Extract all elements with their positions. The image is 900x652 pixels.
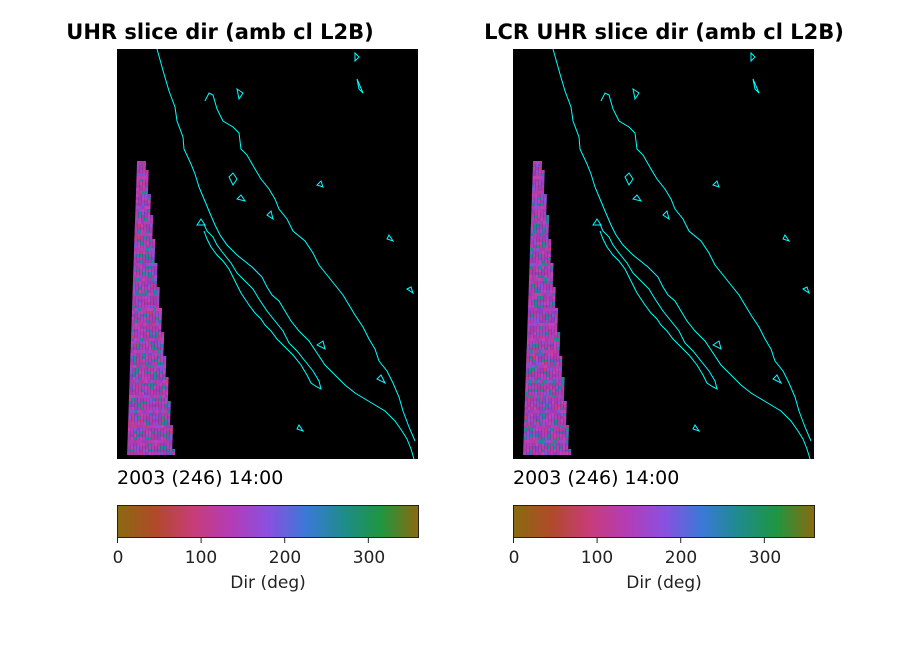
- chart-title: LCR UHR slice dir (amb cl L2B): [484, 20, 844, 44]
- coastline-island: [316, 180, 324, 188]
- coastline-island: [772, 374, 783, 385]
- colorbar-tick-label: 300: [748, 548, 782, 568]
- map-svg: [127, 49, 416, 459]
- coastline-island: [712, 180, 720, 188]
- coastline-mainland: [156, 49, 415, 459]
- colorbar-tick-label: 200: [268, 548, 302, 568]
- map-plot: [117, 49, 418, 459]
- map-svg: [523, 49, 812, 459]
- coastline-island: [266, 210, 274, 221]
- coastline-island: [228, 172, 238, 186]
- coastline-mainland: [552, 49, 811, 459]
- coastline-island: [752, 78, 760, 94]
- colorbar: [513, 505, 815, 538]
- colorbar-tick-label: 100: [580, 548, 614, 568]
- timestamp-label: 2003 (246) 14:00: [117, 467, 284, 489]
- coastline-island: [386, 234, 395, 242]
- coastline-island: [712, 340, 722, 350]
- data-swath: [523, 161, 572, 455]
- colorbar: [117, 505, 419, 538]
- colorbar-tick-label: 0: [112, 548, 124, 568]
- coastline-peninsula: [599, 223, 718, 390]
- colorbar-tick-label: 0: [508, 548, 520, 568]
- coastline-island: [592, 218, 602, 226]
- coastline-island: [406, 286, 414, 295]
- coastline-gulf: [600, 92, 812, 442]
- timestamp-label: 2003 (246) 14:00: [513, 467, 680, 489]
- colorbar-ticks: [513, 538, 765, 543]
- coastline-island: [662, 210, 670, 221]
- colorbar-tick-label: 300: [352, 548, 386, 568]
- chart-title: UHR slice dir (amb cl L2B): [66, 20, 374, 44]
- coastline-island: [802, 286, 810, 295]
- data-swath: [127, 161, 176, 455]
- coastline-island: [624, 172, 634, 186]
- map-plot: [513, 49, 814, 459]
- colorbar-tick-label: 200: [664, 548, 698, 568]
- coastline-island: [296, 424, 305, 432]
- coastline-island: [692, 424, 701, 432]
- coastline-island: [236, 87, 244, 101]
- coastline-island: [632, 87, 640, 101]
- colorbar-label: Dir (deg): [230, 573, 306, 593]
- colorbar-tick-label: 100: [184, 548, 218, 568]
- coastline-island: [356, 78, 364, 94]
- coastline-island: [316, 340, 326, 350]
- coastline-peninsula: [203, 223, 322, 390]
- chart-panel-left: UHR slice dir (amb cl L2B) 2003 (246) 14…: [66, 20, 419, 593]
- colorbar-label: Dir (deg): [626, 573, 702, 593]
- coastline-island: [750, 51, 756, 63]
- coastline-island: [236, 194, 247, 202]
- coastline-island: [632, 194, 643, 202]
- coastline-island: [376, 374, 387, 385]
- colorbar-ticks: [117, 538, 369, 543]
- coastline-island: [196, 218, 206, 226]
- coastline-gulf: [204, 92, 416, 442]
- chart-panel-right: LCR UHR slice dir (amb cl L2B) 2003 (246…: [484, 20, 844, 593]
- coastline-island: [354, 51, 360, 63]
- coastline-island: [782, 234, 791, 242]
